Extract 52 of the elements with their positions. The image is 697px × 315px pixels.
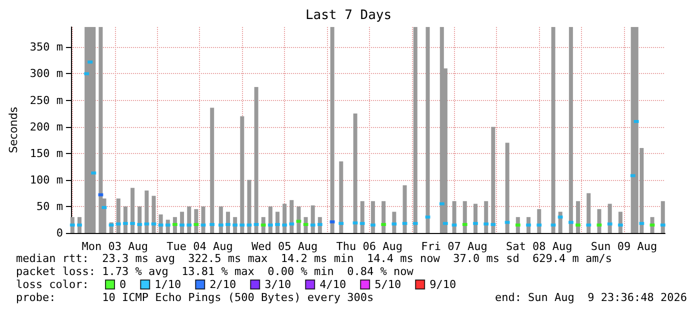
bar (586, 193, 591, 233)
bar (339, 161, 344, 233)
bar (210, 108, 214, 233)
y-tick-label: 200 m (30, 120, 64, 134)
bar (254, 86, 258, 233)
y-axis-title: Seconds (7, 106, 20, 154)
legend-label: 4/10 (320, 278, 346, 291)
point (77, 224, 82, 227)
bar (152, 196, 156, 233)
bar (402, 185, 407, 233)
legend-label: 2/10 (210, 278, 236, 291)
text: loss color: (16, 278, 89, 291)
y-tick-label: 350 m (30, 40, 64, 54)
x-tick-label: Thu 06 Aug (336, 240, 403, 253)
x-tick-label: Fri 07 Aug (421, 240, 488, 253)
bar (426, 27, 430, 233)
y-tick-label: 150 m (30, 146, 64, 160)
bar (144, 190, 149, 233)
text: packet loss: 1.73 % avg 13.81 % max 0.00 % min 0.84 % now (16, 265, 414, 278)
chart-title: Last 7 Days (305, 8, 392, 23)
bar (353, 114, 358, 233)
y-tick-label: 300 m (30, 67, 64, 80)
bar (240, 116, 244, 233)
x-tick-label: Sat 08 Aug (506, 240, 572, 253)
legend-label: 3/10 (264, 278, 292, 291)
x-tick-label: Wed 05 Aug (251, 240, 318, 253)
y-tick-label: 0 (56, 226, 64, 240)
x-tick-label: Tue 04 Aug (166, 240, 233, 253)
y-tick-label: 50 m (36, 200, 64, 213)
bar (413, 27, 418, 233)
x-tick-label: Sun 09 Aug (590, 240, 658, 253)
bar (551, 27, 556, 233)
legend-label: 1/10 (154, 278, 182, 291)
legend-label: 5/10 (374, 278, 402, 291)
text: end: Sun Aug 9 23:36:48 2026 (494, 291, 688, 304)
bar (130, 188, 135, 233)
bar (247, 180, 252, 233)
bar (568, 27, 573, 233)
text: median rtt: 23.3 ms avg 322.5 ms max 14.2 ms min 14.4 ms now 37.0 ms sd 629.4 m am/s (16, 252, 612, 265)
bar (290, 200, 294, 233)
x-tick-label: Mon 03 Aug (82, 240, 148, 253)
y-tick-label: 250 m (30, 94, 64, 107)
legend-label: 0 (120, 278, 126, 291)
bar (491, 126, 496, 233)
bar (505, 142, 510, 233)
legend-label: 9/10 (430, 278, 456, 291)
bar (98, 27, 103, 233)
bar (92, 27, 96, 233)
bar (116, 198, 120, 233)
bar (330, 27, 334, 233)
y-tick-label: 100 m (30, 173, 64, 186)
text: probe: 10 ICMP Echo Pings (500 Bytes) every 300s (16, 291, 374, 304)
